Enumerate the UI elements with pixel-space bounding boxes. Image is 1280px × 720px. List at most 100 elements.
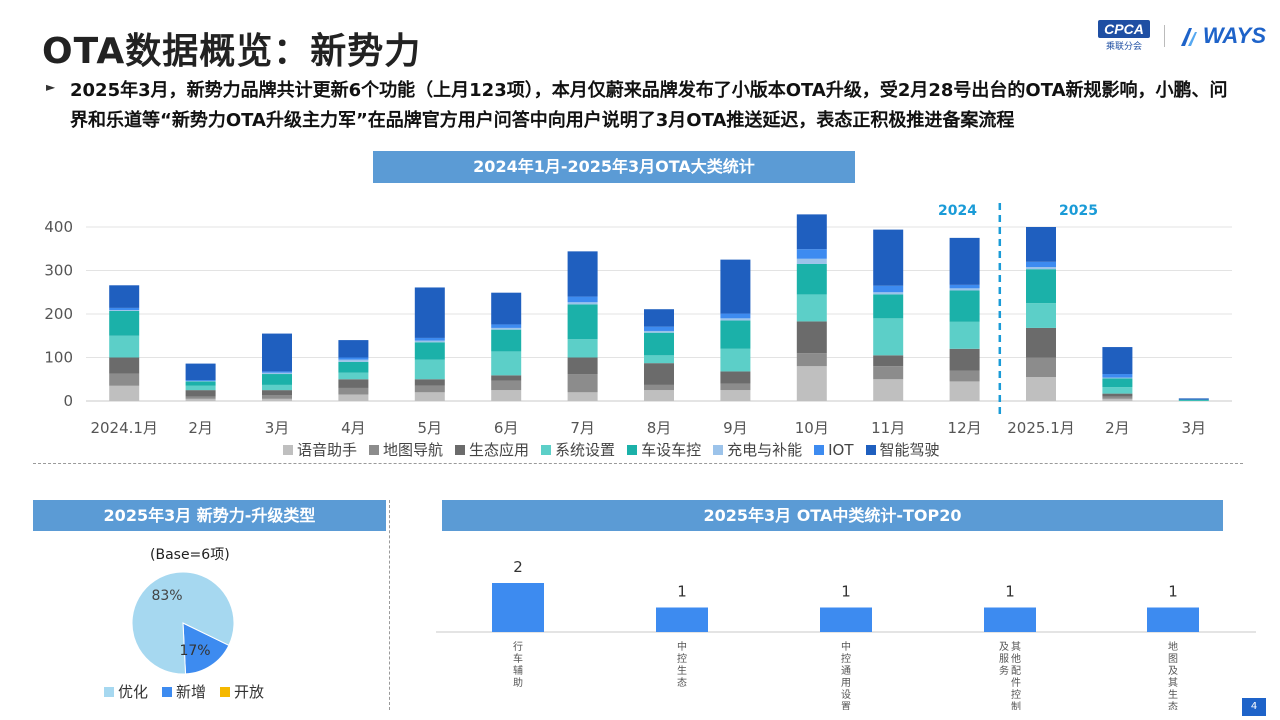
bar-segment <box>185 385 216 391</box>
bar-segment <box>796 258 827 264</box>
x-tick-label: 3月 <box>1182 419 1207 437</box>
pie-legend-item: 开放 <box>220 681 264 702</box>
legend-label: 系统设置 <box>555 441 616 459</box>
bar-segment <box>1026 269 1056 304</box>
bar-segment <box>491 329 522 352</box>
section-title-top20: 2025年3月 OTA中类统计-TOP20 <box>442 500 1223 531</box>
bar-segment <box>644 330 674 333</box>
bar-segment <box>491 375 522 381</box>
bar-segment <box>1102 378 1133 388</box>
section-title-upgrade-type: 2025年3月 新势力-升级类型 <box>33 500 386 531</box>
legend-label: 语音助手 <box>297 441 358 459</box>
bar-segment <box>873 294 904 319</box>
bar-segment <box>644 384 674 391</box>
bar-segment <box>567 357 598 375</box>
bar-segment <box>414 340 445 343</box>
bar-segment <box>109 335 140 358</box>
bar-segment <box>109 285 140 308</box>
page-number: 4 <box>1242 698 1266 716</box>
bar-segment <box>644 363 674 385</box>
x-tick-label: 5月 <box>418 419 443 437</box>
bullet-icon: ► <box>46 80 56 94</box>
bar-segment <box>185 390 216 397</box>
x-tick-label: 用 <box>841 678 851 689</box>
bar-segment <box>338 394 369 401</box>
bar <box>1147 607 1199 632</box>
x-tick-label: 行 <box>513 640 523 653</box>
bar-segment <box>491 327 522 330</box>
legend-item: IOT <box>814 439 854 460</box>
pie-data-label: 17% <box>179 643 210 659</box>
bar-data-label: 1 <box>1168 583 1178 601</box>
bar-data-label: 2 <box>513 558 523 576</box>
cpca-logo: CPCA 乘联分会 <box>1098 20 1150 52</box>
bar-segment <box>338 387 369 395</box>
x-tick-label: 2月 <box>188 419 213 437</box>
bar-segment <box>338 372 369 380</box>
bar-data-label: 1 <box>841 583 851 601</box>
bar-segment <box>567 392 598 401</box>
bar-segment <box>873 355 904 367</box>
bar-segment <box>414 392 445 401</box>
bar-segment <box>873 318 904 356</box>
legend-swatch <box>283 444 293 455</box>
bar-segment <box>720 348 751 372</box>
bar-segment <box>262 333 292 372</box>
bar-segment <box>873 285 904 293</box>
pie-chart: 83% 17% <box>131 571 235 675</box>
bar-segment <box>338 361 369 373</box>
bar-segment <box>185 381 216 386</box>
legend-swatch <box>455 444 466 455</box>
legend-item: 系统设置 <box>541 439 615 460</box>
legend-label: 生态应用 <box>469 441 530 459</box>
bar <box>984 607 1036 632</box>
bar-segment <box>109 385 140 401</box>
x-tick-label: 态 <box>1168 700 1178 710</box>
bar-segment <box>491 380 522 391</box>
legend-item: 地图导航 <box>369 439 443 460</box>
bar-segment <box>949 370 980 382</box>
ways-swoosh-icon <box>1180 28 1197 46</box>
bar-segment <box>644 355 674 364</box>
bar-segment <box>338 340 369 358</box>
bar-data-label: 1 <box>677 583 687 601</box>
bar-segment <box>720 313 751 319</box>
bar-segment <box>1026 327 1056 358</box>
bar-segment <box>338 357 369 360</box>
x-tick-label: 通 <box>841 665 851 677</box>
bar-segment <box>262 371 292 373</box>
horizontal-divider <box>33 463 1243 464</box>
pie-legend-swatch <box>220 686 231 697</box>
x-tick-label: 配 <box>1011 665 1021 677</box>
bar-segment <box>720 259 751 314</box>
x-tick-label: 2025.1月 <box>1007 419 1075 437</box>
x-tick-label: 控 <box>841 652 851 665</box>
bar-segment <box>414 359 445 380</box>
legend-item: 智能驾驶 <box>865 439 940 460</box>
bar-segment <box>720 390 751 401</box>
bar-segment <box>1026 227 1056 262</box>
x-tick-label: 地 <box>1168 640 1178 653</box>
pie-base-note: (Base=6项) <box>150 547 230 563</box>
bar-segment <box>567 251 598 297</box>
y-tick-label: 0 <box>63 392 73 410</box>
bar-segment <box>262 374 292 385</box>
bar-segment <box>1178 398 1209 400</box>
intro-paragraph: 2025年3月，新势力品牌共计更新6个功能（上月123项），本月仅蔚来品牌发布了… <box>70 80 1228 131</box>
bar-segment <box>949 284 980 289</box>
bar-segment <box>949 348 980 371</box>
bar-segment <box>949 381 980 401</box>
bar-segment <box>185 396 216 399</box>
x-tick-label: 中 <box>841 640 851 653</box>
bar-segment <box>567 374 598 393</box>
bar-segment <box>796 249 827 259</box>
x-tick-label: 助 <box>513 676 523 689</box>
x-tick-label: 控 <box>677 652 687 665</box>
bar-segment <box>1102 398 1133 401</box>
pie-legend-label: 新增 <box>176 683 207 701</box>
bar-segment <box>1102 387 1133 394</box>
x-tick-label: 制 <box>1011 700 1021 710</box>
legend-swatch <box>814 444 825 455</box>
x-tick-label: 他 <box>1011 652 1021 665</box>
pie-legend-item: 优化 <box>104 681 148 702</box>
